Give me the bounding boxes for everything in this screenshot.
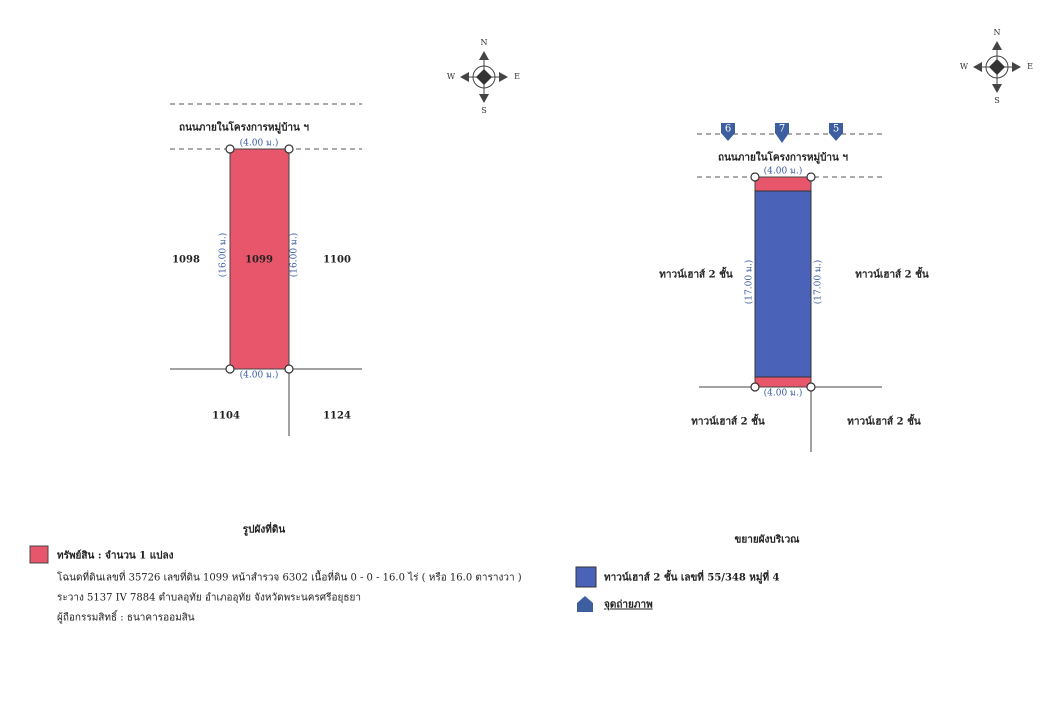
photo-number: 5 — [833, 124, 839, 135]
dimension: (4.00 ม.) — [764, 388, 803, 399]
compass: N E S W — [447, 38, 520, 115]
compass-s: S — [994, 96, 999, 105]
compass-e: E — [1027, 62, 1033, 71]
dimension: (4.00 ม.) — [764, 166, 803, 177]
dimension: (17.00 ม.) — [813, 260, 824, 304]
corner — [806, 172, 816, 182]
dimension: (17.00 ม.) — [744, 260, 755, 304]
compass-s: S — [481, 106, 486, 115]
corner — [284, 364, 294, 374]
neighbor: 1124 — [323, 411, 351, 422]
photo-point: 7 — [775, 123, 789, 143]
legend-title: ขยายผังบริเวณ — [735, 534, 801, 546]
legend-title: รูปผังที่ดิน — [243, 522, 286, 537]
corner — [225, 144, 235, 154]
compass-w: W — [447, 72, 456, 81]
townhouse — [754, 190, 812, 378]
neighbor: ทาวน์เฮาส์ 2 ชั้น — [847, 414, 921, 428]
dimension: (16.00 ม.) — [289, 233, 300, 277]
road-label: ถนนภายในโครงการหมู่บ้าน ฯ — [179, 121, 309, 135]
corner — [750, 172, 760, 182]
dimension: (4.00 ม.) — [240, 138, 279, 149]
dimension: (16.00 ม.) — [218, 233, 229, 277]
legend-item: ทาวน์เฮาส์ 2 ชั้น เลขที่ 55/348 หมู่ที่ … — [604, 570, 780, 585]
compass-w: W — [960, 62, 969, 71]
legend-swatch — [575, 566, 597, 588]
compass-n: N — [994, 28, 1001, 37]
corner — [284, 144, 294, 154]
plot-number: 1099 — [245, 255, 273, 266]
compass: N E S W — [960, 28, 1033, 105]
corner — [225, 364, 235, 374]
neighbor: 1100 — [323, 255, 351, 266]
photo-number: 7 — [779, 124, 785, 135]
photo-point: 5 — [829, 123, 843, 141]
neighbor: ทาวน์เฮาส์ 2 ชั้น — [659, 267, 733, 281]
detail-line: โฉนดที่ดินเลขที่ 35726 เลขที่ดิน 1099 หน… — [57, 570, 522, 584]
plot — [229, 148, 290, 370]
corner — [750, 382, 760, 392]
corner — [806, 382, 816, 392]
compass-n: N — [481, 38, 488, 47]
detail-line: ผู้ถือกรรมสิทธิ์ : ธนาคารออมสิน — [57, 610, 195, 624]
legend-swatch — [29, 545, 49, 564]
road-label: ถนนภายในโครงการหมู่บ้าน ฯ — [718, 151, 848, 165]
detail-line: ระวาง 5137 IV 7884 ตำบลอุทัย อำเภออุทัย … — [57, 592, 361, 604]
compass-e: E — [514, 72, 520, 81]
photo-number: 6 — [725, 124, 731, 135]
neighbor: ทาวน์เฮาส์ 2 ชั้น — [691, 414, 765, 428]
neighbor: 1098 — [172, 255, 200, 266]
legend-item: จุดถ่ายภาพ — [604, 599, 653, 611]
neighbor: 1104 — [212, 411, 240, 422]
neighbor: ทาวน์เฮาส์ 2 ชั้น — [855, 267, 929, 281]
legend-item: ทรัพย์สิน : จำนวน 1 แปลง — [57, 550, 174, 562]
photo-point: 6 — [721, 123, 735, 141]
dimension: (4.00 ม.) — [240, 370, 279, 381]
photo-icon — [577, 596, 593, 612]
